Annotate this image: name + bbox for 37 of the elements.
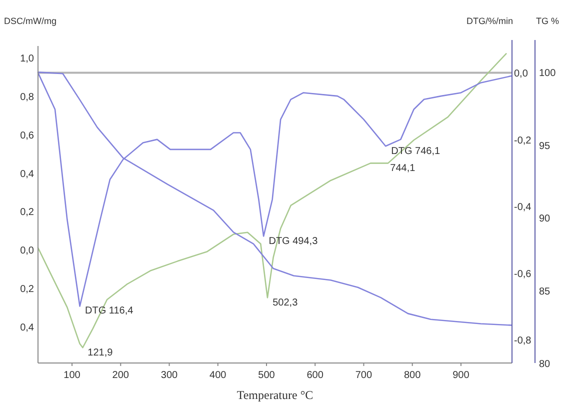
- y-tick-label: 0,2: [20, 284, 34, 296]
- y-tick-label: 0,0: [20, 246, 34, 257]
- annotation: DTG 116,4: [85, 305, 134, 316]
- annotation: DTG 746,1: [391, 146, 440, 157]
- y3-tick-label: 100: [539, 68, 556, 80]
- y2-tick-label: -0,4: [514, 202, 532, 214]
- y-tick-label: 0,2: [20, 207, 34, 218]
- y-tick-label: 0,4: [20, 168, 34, 180]
- x-tick-label: 500: [258, 370, 276, 381]
- y3-tick-label: 90: [539, 214, 551, 225]
- y2-axis-title: DTG/%/min: [466, 16, 513, 26]
- y3-tick-label: 95: [539, 140, 551, 152]
- x-tick-label: 700: [355, 370, 372, 381]
- y-tick-label: 0,8: [20, 92, 34, 103]
- x-tick-label: 800: [404, 370, 422, 381]
- y2-tick-label: 0,0: [514, 68, 528, 80]
- y2-tick-label: -0,6: [514, 268, 532, 280]
- x-tick-label: 400: [210, 370, 227, 381]
- x-axis-title: Temperature °C: [236, 388, 314, 402]
- y2-tick-label: -0,8: [514, 336, 532, 347]
- y3-tick-label: 85: [539, 286, 551, 298]
- y-tick-label: 0,4: [20, 322, 34, 334]
- y-tick-label: 0,6: [20, 130, 34, 142]
- x-tick-label: 600: [306, 370, 324, 381]
- y3-tick-label: 80: [539, 359, 551, 370]
- y2-tick-label: -0,2: [514, 135, 532, 146]
- y-tick-label: 1,0: [20, 54, 34, 65]
- x-tick-label: 900: [452, 370, 470, 381]
- annotation: DTG 494,3: [268, 236, 318, 248]
- x-tick-label: 300: [160, 370, 178, 381]
- annotation: 121,9: [88, 348, 114, 359]
- x-tick-label: 100: [64, 370, 81, 381]
- y-axis-title: DSC/mW/mg: [4, 16, 56, 26]
- annotation: 502,3: [272, 298, 298, 309]
- x-tick-label: 200: [112, 370, 130, 381]
- annotation: 744,1: [390, 163, 416, 174]
- y3-axis-title: TG %: [536, 16, 560, 26]
